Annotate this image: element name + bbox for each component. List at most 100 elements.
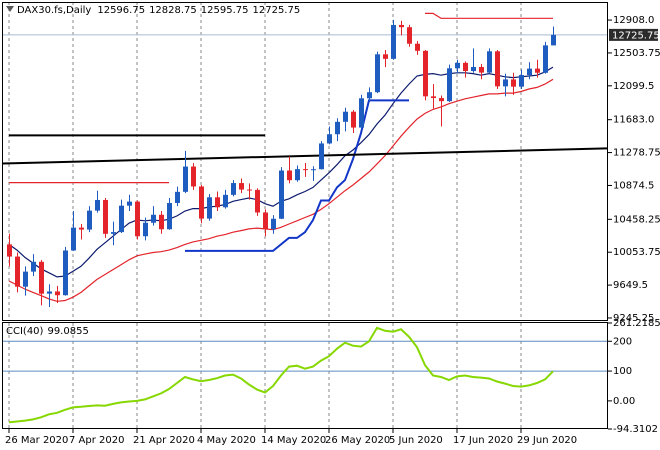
header-open: 12596.75 — [97, 5, 145, 16]
cci-line — [8, 326, 554, 424]
candle-body — [487, 51, 492, 73]
cci-header: CCI(40) 99.0855 — [6, 326, 89, 337]
y-tick-label: 10053.75 — [613, 247, 660, 258]
candle-body — [511, 79, 516, 87]
last-price-tag — [609, 28, 658, 41]
candle-body — [415, 43, 420, 51]
candle-body — [167, 202, 172, 230]
candle-body — [407, 27, 412, 44]
candle-body — [295, 169, 300, 181]
y-tick-label: -94.3102 — [613, 424, 658, 435]
candle-body — [55, 291, 60, 296]
candle-body — [247, 189, 252, 191]
x-tick-label: 17 Jun 2020 — [453, 435, 513, 446]
candle-body — [143, 222, 148, 237]
chart-header: DAX30.fs,Daily 12596.75 12828.75 12595.75 12… — [17, 5, 300, 16]
cci-last-value: 99.0855 — [47, 326, 88, 337]
candle-body — [175, 191, 180, 203]
y-tick-label: 12099.5 — [613, 81, 654, 92]
header-high: 12828.75 — [149, 5, 197, 16]
candle-body — [31, 261, 36, 272]
y-tick-label: 100 — [613, 366, 632, 377]
indicator-line — [185, 99, 409, 252]
candle-body — [303, 169, 308, 171]
candle-body — [519, 75, 524, 87]
y-tick-label: 261.2185 — [613, 318, 660, 329]
candle-body — [271, 218, 276, 230]
symbol-icon — [6, 6, 14, 12]
candle-body — [367, 92, 372, 99]
candle-body — [495, 51, 500, 87]
y-tick-label: 200 — [613, 336, 632, 347]
candle-body — [287, 170, 292, 181]
candle-body — [311, 169, 316, 171]
candle-body — [231, 183, 236, 195]
axes: 26 Mar 2020 7 Apr 2020 21 Apr 2020 4 May 20… — [5, 15, 660, 446]
x-tick-label: 5 Jun 2020 — [389, 435, 443, 446]
header-low: 12595.75 — [201, 5, 249, 16]
candle-body — [39, 261, 44, 294]
candle-body — [95, 199, 100, 211]
y-tick-label: 12503.75 — [613, 48, 660, 59]
candle-body — [383, 54, 388, 59]
candle-body — [79, 227, 84, 230]
candle-body — [319, 143, 324, 170]
candle-body — [263, 212, 268, 230]
candle-body — [111, 232, 116, 234]
x-tick-label: 26 Mar 2020 — [5, 435, 68, 446]
candle-body — [471, 66, 476, 72]
cci-panel — [2, 323, 608, 429]
x-tick-label: 29 Jun 2020 — [517, 435, 577, 446]
trend-line — [2, 147, 608, 165]
header-close: 12725.75 — [253, 5, 301, 16]
candle-body — [343, 111, 348, 122]
candle-body — [71, 227, 76, 251]
candle-body — [543, 45, 548, 73]
candle-body — [359, 98, 364, 128]
candle-body — [151, 214, 156, 223]
cci-title: CCI(40) — [6, 326, 44, 337]
candle-body — [215, 197, 220, 208]
candle-body — [199, 186, 204, 219]
candle-body — [535, 68, 540, 73]
candle-body — [23, 271, 28, 287]
candle-body — [551, 34, 556, 46]
candle-body — [7, 244, 12, 257]
y-tick-label: 11683.0 — [613, 115, 654, 126]
x-tick-label: 7 Apr 2020 — [69, 435, 124, 446]
x-tick-label: 21 Apr 2020 — [133, 435, 195, 446]
x-tick-label: 26 May 2020 — [325, 435, 390, 446]
candle-body — [15, 256, 20, 287]
candle-body — [327, 134, 332, 144]
candle-body — [103, 199, 108, 234]
chart-title: DAX30.fs,Daily — [17, 5, 91, 16]
candle-body — [63, 250, 68, 296]
candle-body — [191, 166, 196, 187]
y-tick-label: 9245.25 — [613, 313, 654, 324]
candle-body — [503, 79, 508, 87]
y-tick-label: 11278.75 — [613, 148, 660, 159]
price-frame — [2, 2, 608, 321]
candle-body — [527, 68, 532, 76]
candle-body — [455, 62, 460, 69]
last-price-label: 12725.75 — [612, 30, 660, 41]
x-tick-label: 14 May 2020 — [261, 435, 326, 446]
indicator-line — [425, 12, 553, 19]
indicator-line — [8, 78, 554, 302]
candle-body — [439, 98, 444, 102]
candle-body — [479, 66, 484, 73]
candle-body — [159, 214, 164, 230]
candle-body — [463, 62, 468, 72]
candle-body — [119, 205, 124, 233]
candle-body — [399, 24, 404, 28]
candle-body — [207, 197, 212, 219]
candle-body — [351, 111, 356, 128]
y-tick-label: 9649.5 — [613, 280, 648, 291]
candle-body — [183, 166, 188, 192]
candle-body — [135, 201, 140, 237]
y-tick-label: 0.00 — [613, 396, 635, 407]
candle-body — [47, 291, 52, 294]
candle-body — [391, 24, 396, 59]
